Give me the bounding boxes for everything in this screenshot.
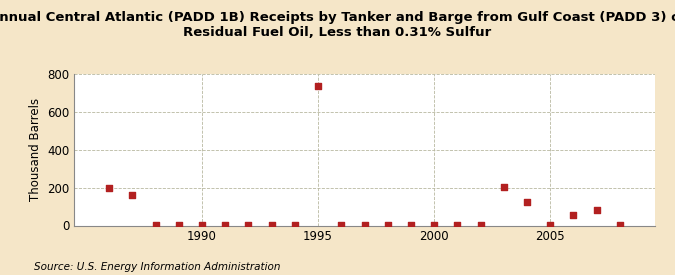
Point — [313, 83, 323, 88]
Point — [452, 223, 463, 227]
Point — [545, 223, 556, 227]
Point — [290, 223, 300, 227]
Point — [429, 223, 439, 227]
Point — [336, 223, 347, 227]
Point — [406, 223, 416, 227]
Point — [614, 223, 625, 227]
Point — [359, 223, 370, 227]
Point — [475, 223, 486, 227]
Point — [220, 223, 231, 227]
Point — [591, 208, 602, 212]
Point — [196, 223, 207, 227]
Y-axis label: Thousand Barrels: Thousand Barrels — [28, 98, 42, 201]
Point — [266, 223, 277, 227]
Point — [173, 223, 184, 227]
Point — [150, 223, 161, 227]
Point — [522, 200, 533, 204]
Point — [568, 212, 579, 217]
Point — [243, 223, 254, 227]
Point — [104, 186, 115, 190]
Text: Annual Central Atlantic (PADD 1B) Receipts by Tanker and Barge from Gulf Coast (: Annual Central Atlantic (PADD 1B) Receip… — [0, 11, 675, 39]
Point — [127, 193, 138, 197]
Text: Source: U.S. Energy Information Administration: Source: U.S. Energy Information Administ… — [34, 262, 280, 272]
Point — [498, 185, 509, 189]
Point — [382, 223, 393, 227]
